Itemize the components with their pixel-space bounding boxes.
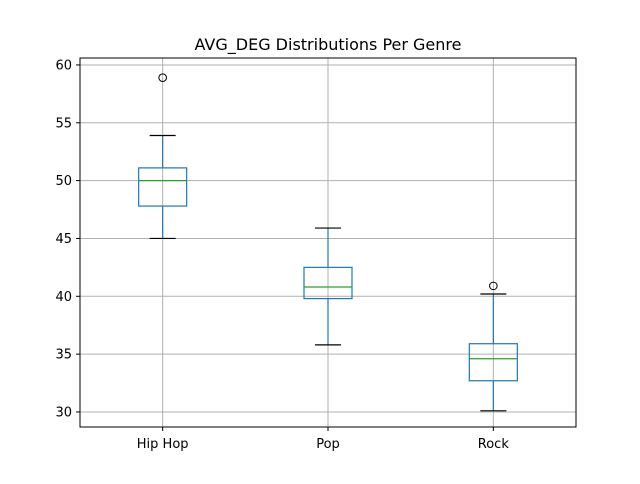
y-tick-label: 55 [55,116,72,131]
iqr-box [303,266,353,300]
y-tick-label: 40 [55,290,72,305]
box-group [468,281,518,412]
iqr-box [468,343,518,382]
y-tick-label: 35 [55,348,72,363]
box-layer [138,73,518,412]
iqr-box [138,167,188,207]
y-tick-label: 45 [55,232,72,247]
axis-layer: 30 35 40 45 50 55 60 Hip Hop Pop Rock [55,57,577,452]
axes-frame [79,57,577,428]
box-group [138,73,188,240]
outlier-point [158,73,167,82]
x-tick-label: Hip Hop [137,437,189,452]
x-tick-label: Rock [478,437,510,452]
chart-title: AVG_DEG Distributions Per Genre [195,35,462,55]
x-tick-label: Pop [316,437,340,452]
y-tick-label: 60 [55,58,72,73]
outlier-point [489,281,498,291]
y-tick-label: 30 [55,405,72,420]
y-tick-label: 50 [55,174,72,189]
box-group [303,227,353,346]
